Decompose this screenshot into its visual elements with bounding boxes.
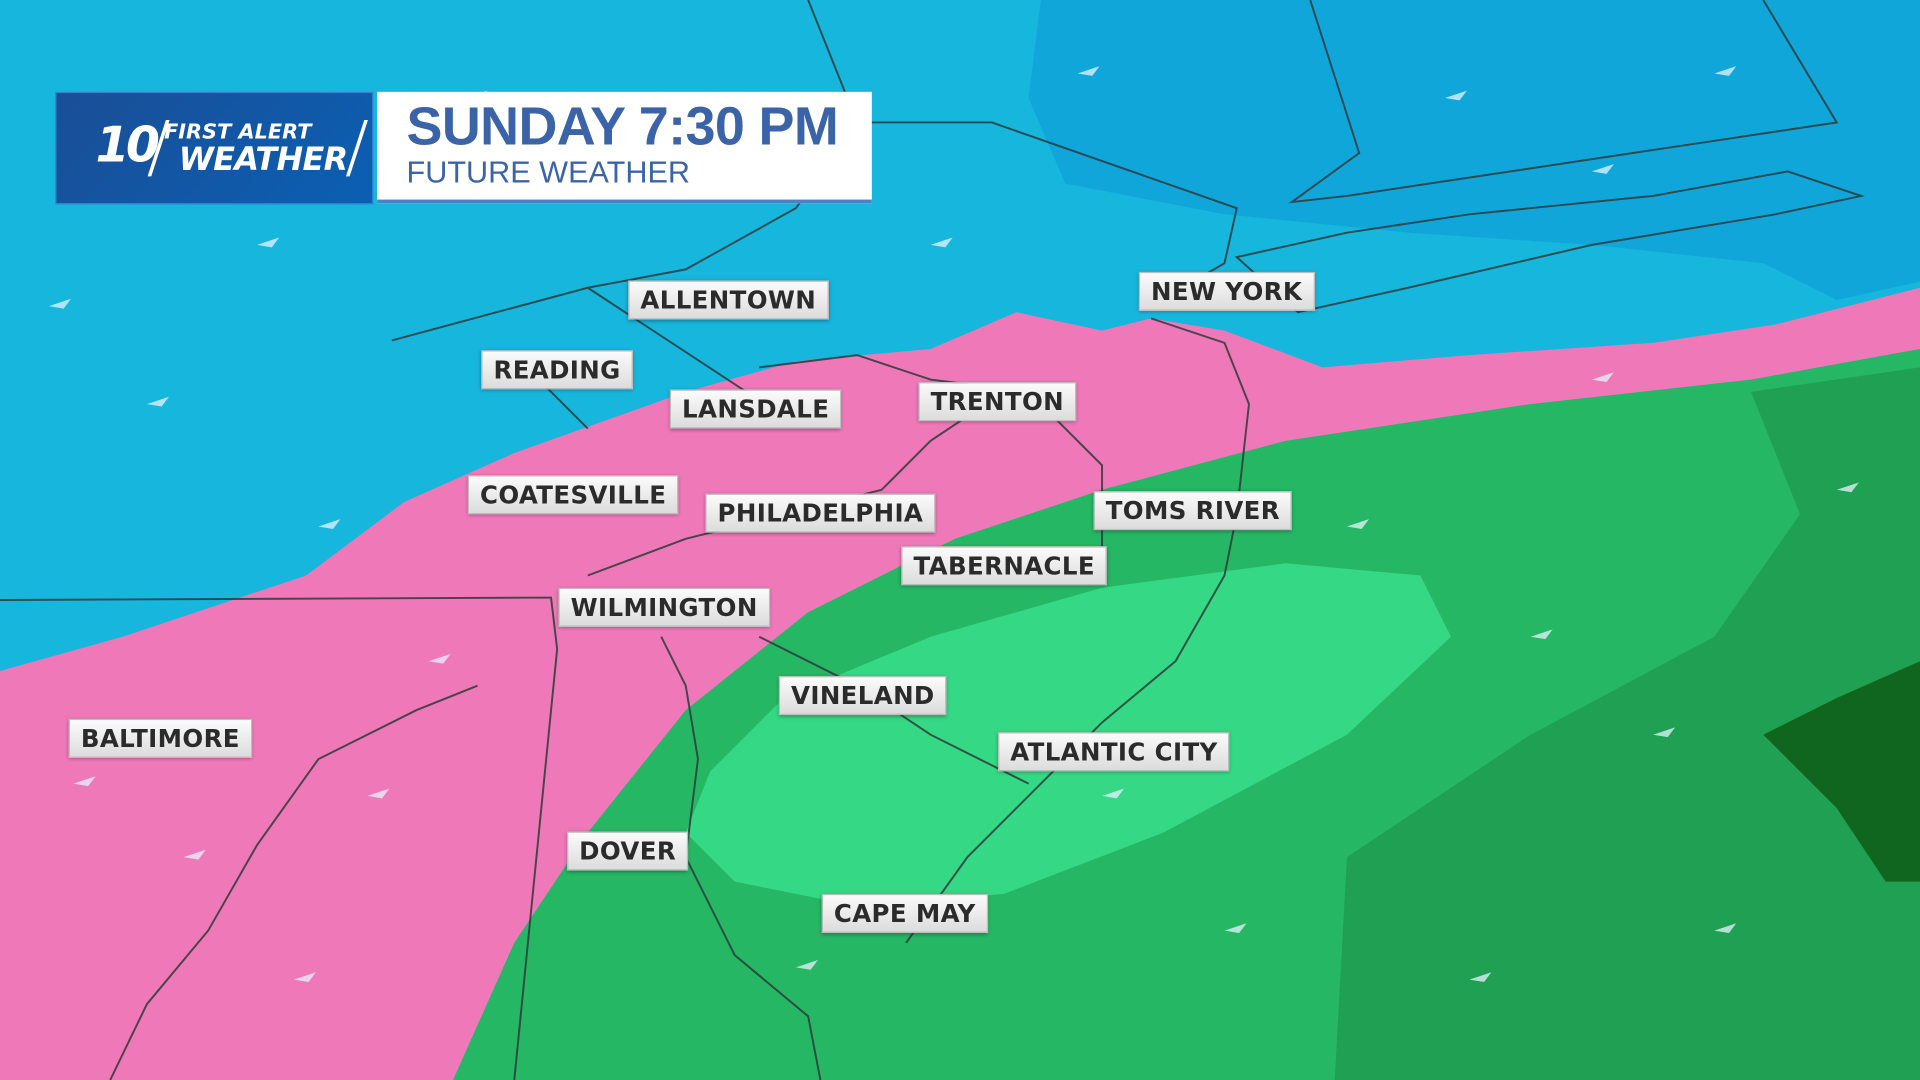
city-label-philadelphia: PHILADELPHIA [705, 493, 936, 533]
logo-line1: FIRST ALERT [164, 120, 312, 145]
very-heavy-rain-region [1763, 661, 1920, 882]
city-label-baltimore: BALTIMORE [68, 718, 253, 758]
city-label-allentown: ALLENTOWN [628, 280, 829, 320]
logo-line2: WEATHER [178, 142, 348, 179]
city-label-lansdale: LANSDALE [669, 389, 842, 429]
forecast-subtitle: FUTURE WEATHER [406, 155, 690, 190]
logo-slash [345, 120, 368, 177]
station-logo: 10 FIRST ALERT WEATHER [55, 91, 374, 205]
city-label-vineland: VINELAND [778, 675, 947, 716]
heavy-rain-region [1334, 367, 1920, 1080]
city-label-dover: DOVER [566, 831, 689, 871]
title-box: SUNDAY 7:30 PM FUTURE WEATHER [377, 91, 872, 204]
city-label-reading: READING [481, 350, 633, 390]
city-label-cape-may: CAPE MAY [821, 893, 988, 934]
city-label-atlantic-city: ATLANTIC CITY [997, 732, 1230, 772]
forecast-time-title: SUNDAY 7:30 PM [406, 96, 839, 157]
heavy-snow-region [1028, 0, 1920, 301]
city-label-new-york: NEW YORK [1138, 271, 1315, 312]
city-label-toms-river: TOMS RIVER [1093, 491, 1293, 531]
city-label-wilmington: WILMINGTON [558, 587, 770, 627]
city-label-coatesville: COATESVILLE [467, 475, 679, 515]
city-label-tabernacle: TABERNACLE [901, 546, 1108, 586]
logo-number: 10 [95, 117, 160, 174]
city-label-trenton: TRENTON [918, 382, 1077, 422]
